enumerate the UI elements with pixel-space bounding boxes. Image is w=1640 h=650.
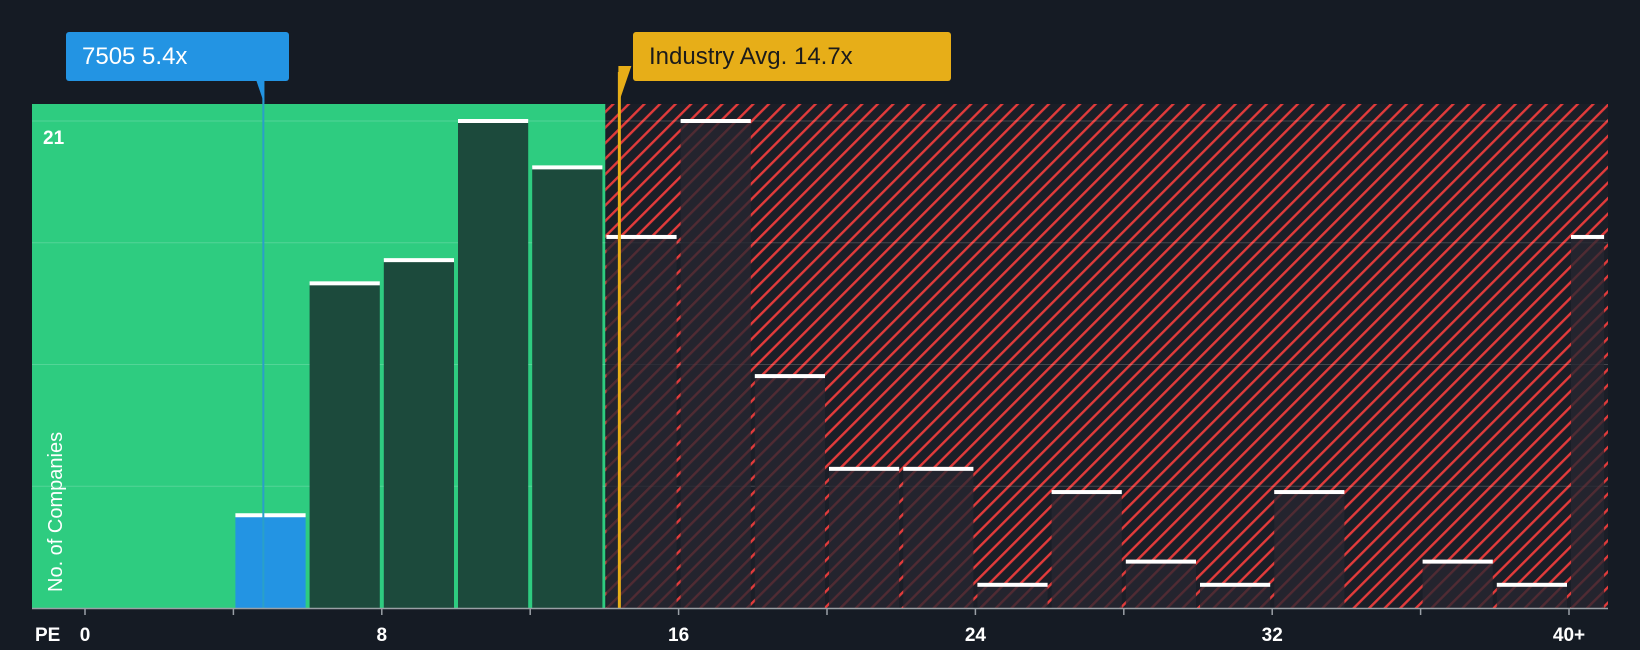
bar-top-marker [903,466,974,471]
y-tick-label: 21 [43,128,65,149]
histogram-bar [1571,236,1605,608]
bar-top-marker [1496,582,1567,587]
x-tick-label: 8 [377,625,388,646]
histogram-bar [680,121,751,608]
bar-top-marker [532,165,603,170]
histogram-bar [1422,561,1493,608]
x-tick-label: 40+ [1553,625,1585,646]
x-axis-title: PE [35,625,60,646]
x-tick-label: 24 [965,625,987,646]
bar-top-marker [754,374,825,379]
bar-top-marker [1571,234,1605,239]
bar-top-marker [1274,490,1345,495]
bar-top-marker [235,513,306,518]
histogram-bar [829,468,900,608]
histogram-bar [1125,561,1196,608]
bar-top-marker [309,281,380,286]
histogram-bar [754,376,825,608]
bar-top-marker [1200,582,1271,587]
bar-top-marker [606,234,677,239]
x-tick-label: 0 [80,625,91,646]
histogram-bar [532,167,603,608]
bar-top-marker [1422,559,1493,564]
y-axis-title: No. of Companies [45,432,67,592]
histogram-bar [1274,492,1345,608]
industry-callout-pointer [618,66,632,104]
x-tick-label: 32 [1262,625,1283,646]
histogram-bar [1051,492,1122,608]
histogram-bar [1496,584,1567,608]
histogram-bar [235,515,306,608]
bar-top-marker [458,119,529,123]
histogram-bar [903,468,974,608]
bar-top-marker [1051,490,1122,495]
bar-top-marker [680,119,751,123]
bar-top-marker [383,258,454,263]
company-pe-callout: 7505 5.4x [66,32,289,81]
histogram-bar [1200,584,1271,608]
histogram-bar [977,584,1048,608]
x-tick-label: 16 [668,625,689,646]
bar-top-marker [1125,559,1196,564]
histogram-bar [458,121,529,608]
bar-top-marker [977,582,1048,587]
bar-top-marker [829,466,900,471]
histogram-bar [383,260,454,608]
histogram-bar [606,236,677,608]
histogram-bar [309,283,380,608]
industry-avg-callout: Industry Avg. 14.7x [633,32,951,81]
